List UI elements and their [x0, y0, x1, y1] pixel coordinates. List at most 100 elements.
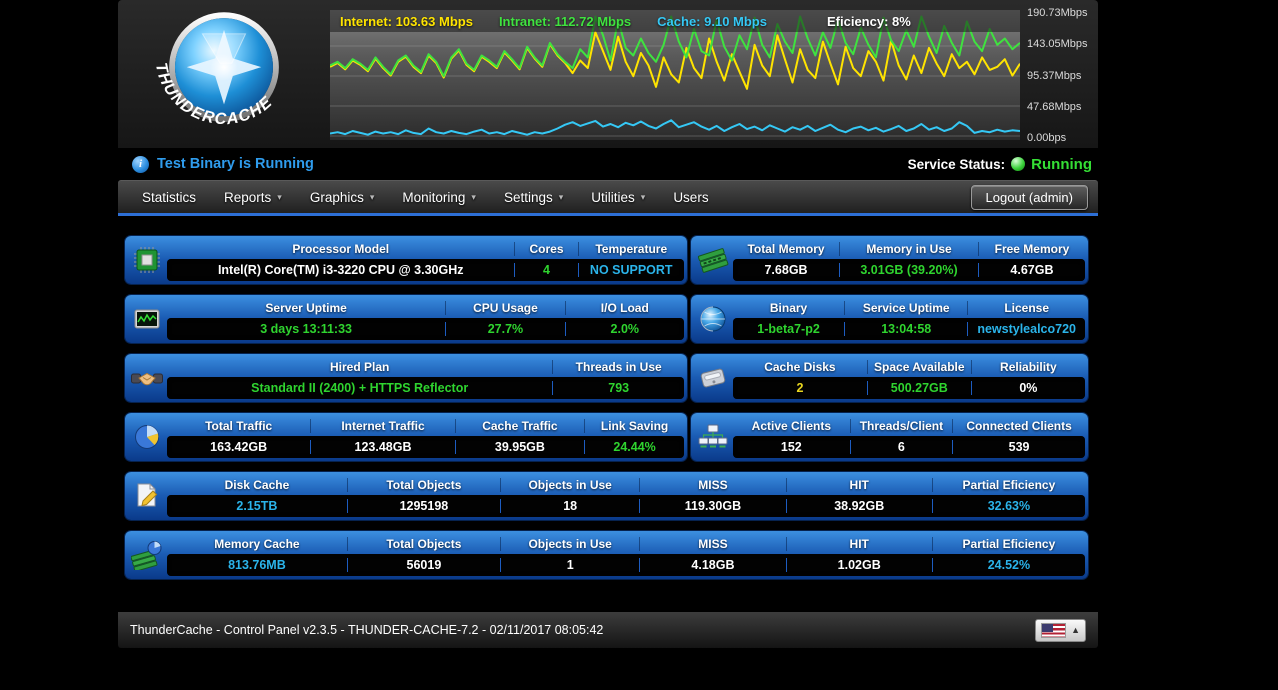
card-header-row: Hired Plan Threads in Use — [167, 356, 684, 377]
service-status-value: Running — [1031, 155, 1092, 173]
card-binary-value-0: 1-beta7-p2 — [757, 322, 820, 336]
pie-icon — [127, 415, 167, 458]
nav-item-label: Utilities — [591, 189, 635, 205]
service-status: Service Status: Running — [908, 156, 1092, 173]
card-header-row: Total Traffic Internet Traffic Cache Traff… — [167, 415, 684, 436]
network-icon — [693, 415, 733, 458]
footer: ThunderCache - Control Panel v2.3.5 - TH… — [118, 611, 1098, 648]
card-processor-header-0: Processor Model — [292, 241, 390, 256]
handshake-icon — [127, 356, 167, 399]
card-disk-cache-header-0: Disk Cache — [224, 477, 290, 492]
card-hired-plan-value-0: Standard II (2400) + HTTPS Reflector — [251, 381, 469, 395]
graph-legend: Internet: 103.63 Mbps Intranet: 112.72 Mb… — [330, 10, 1020, 32]
chevron-down-icon: ▾ — [277, 191, 282, 202]
card-memory-cache-value-1: 56019 — [346, 558, 500, 572]
y-axis-tick-label: 47.68Mbps — [1027, 100, 1082, 113]
main-navbar: Statistics Reports ▾ Graphics ▾ Monitoring ▾ Se… — [118, 180, 1098, 216]
card-traffic-value-0: 163.42GB — [210, 440, 268, 454]
card-processor-value-1: 4 — [514, 263, 577, 277]
card-memory-cache-header-0: Memory Cache — [214, 536, 300, 551]
card-cache-disks-value-0: 2 — [796, 381, 804, 395]
globe-icon — [693, 297, 733, 340]
cpu-icon — [127, 238, 167, 281]
y-axis-labels: 190.73Mbps 143.05Mbps 95.37Mbps 47.68Mbps 0.… — [1020, 0, 1098, 148]
card-hired-plan: Hired Plan Threads in Use Standard II (240… — [125, 354, 687, 402]
nav-item-settings[interactable]: Settings ▾ — [490, 181, 577, 213]
ram-icon — [693, 238, 733, 281]
binary-status: i Test Binary is Running — [132, 155, 314, 173]
service-status-label: Service Status: — [907, 156, 1006, 172]
language-selector[interactable]: ▲ — [1035, 618, 1086, 642]
nav-item-label: Settings — [503, 189, 553, 205]
card-disk-cache: Disk Cache Total Objects Objects in Use MIS… — [125, 472, 1088, 520]
footer-version-text: ThunderCache - Control Panel v2.3.5 - TH… — [130, 623, 604, 637]
card-hired-plan-header-0: Hired Plan — [330, 359, 390, 374]
card-cache-disks-header-1: Space Available — [866, 359, 971, 374]
card-memory-header-1: Memory in Use — [839, 241, 978, 256]
nav-item-label: Statistics — [142, 189, 197, 205]
nav-item-utilities[interactable]: Utilities ▾ — [577, 181, 659, 213]
card-disk-cache-header-2: Objects in Use — [500, 477, 639, 492]
ram-pie-icon — [127, 533, 167, 576]
disk-edit-icon — [127, 474, 167, 517]
card-uptime-header-1: CPU Usage — [445, 300, 564, 315]
chevron-down-icon: ▾ — [471, 191, 476, 202]
card-disk-cache-value-5: 32.63% — [931, 499, 1085, 513]
card-processor-header-1: Cores — [514, 241, 577, 256]
nav-item-monitoring[interactable]: Monitoring ▾ — [388, 181, 490, 213]
card-value-row: 1-beta7-p2 13:04:58 newstylealco720 — [733, 318, 1085, 340]
chevron-down-icon: ▾ — [369, 191, 375, 202]
nav-item-statistics[interactable]: Statistics — [128, 181, 210, 213]
nav-item-label: Graphics — [309, 189, 364, 205]
card-disk-cache-header-4: HIT — [785, 477, 932, 492]
card-disk-cache-header-3: MISS — [639, 477, 785, 492]
y-axis-tick-label: 95.37Mbps — [1027, 69, 1082, 82]
card-disk-cache-value-3: 119.30GB — [639, 499, 785, 513]
card-memory-cache-header-3: MISS — [639, 536, 785, 551]
nav-item-reports[interactable]: Reports ▾ — [210, 181, 296, 213]
card-uptime-value-2: 2.0% — [564, 322, 684, 336]
card-disk-cache-value-0: 2.15TB — [236, 499, 278, 513]
nav-item-label: Users — [673, 189, 709, 205]
card-memory-cache-header-4: HIT — [785, 536, 932, 551]
nav-item-graphics[interactable]: Graphics ▾ — [296, 181, 389, 213]
card-binary-value-1: 13:04:58 — [844, 322, 967, 336]
card-uptime-value-1: 27.7% — [445, 322, 564, 336]
nav-item-users[interactable]: Users — [659, 181, 722, 213]
card-memory-value-2: 4.67GB — [977, 263, 1085, 277]
chevron-down-icon: ▾ — [558, 191, 564, 202]
card-binary-header-2: License — [967, 300, 1085, 315]
card-cache-disks: Cache Disks Space Available Reliability 2 50… — [691, 354, 1088, 402]
nav-item-label: Monitoring — [402, 189, 466, 205]
card-memory-cache-value-4: 1.02GB — [785, 558, 932, 572]
card-header-row: Processor Model Cores Temperature — [167, 238, 684, 259]
card-header-row: Disk Cache Total Objects Objects in Use MIS… — [167, 474, 1085, 495]
card-memory-cache-value-0: 813.76MB — [228, 558, 286, 572]
card-value-row: 2.15TB 1295198 18 119.30GB 38.92GB 32.63% — [167, 495, 1085, 517]
card-clients-value-2: 539 — [952, 440, 1085, 454]
card-traffic-header-0: Total Traffic — [205, 418, 273, 433]
card-memory-value-1: 3.01GB (39.20%) — [839, 263, 978, 277]
card-cache-disks-header-2: Reliability — [970, 359, 1085, 374]
card-binary-value-2: newstylealco720 — [967, 322, 1085, 336]
card-memory-cache-value-5: 24.52% — [931, 558, 1085, 572]
card-clients-header-0: Active Clients — [751, 418, 832, 433]
card-cache-disks-value-1: 500.27GB — [866, 381, 971, 395]
card-memory-cache-header-1: Total Objects — [346, 536, 500, 551]
dashboard-cards: Processor Model Cores Temperature Intel(R) … — [118, 216, 1098, 587]
y-axis-tick-label: 143.05Mbps — [1027, 38, 1088, 51]
thundercache-logo: THUNDERCACHE — [118, 0, 330, 148]
card-processor-header-2: Temperature — [577, 241, 684, 256]
card-header-row: Server Uptime CPU Usage I/O Load — [167, 297, 684, 318]
card-binary-header-0: Binary — [769, 300, 808, 315]
y-axis-tick-label: 0.00bps — [1027, 132, 1067, 144]
card-disk-cache-value-1: 1295198 — [346, 499, 500, 513]
logout-button[interactable]: Logout (admin) — [970, 184, 1088, 210]
card-traffic-header-3: Link Saving — [584, 418, 684, 433]
card-clients-value-1: 6 — [849, 440, 952, 454]
card-traffic-header-2: Cache Traffic — [454, 418, 585, 433]
card-memory-cache-value-2: 1 — [500, 558, 639, 572]
card-hired-plan-value-1: 793 — [552, 381, 684, 395]
card-traffic-value-2: 39.95GB — [454, 440, 585, 454]
card-value-row: Standard II (2400) + HTTPS Reflector 793 — [167, 377, 684, 399]
